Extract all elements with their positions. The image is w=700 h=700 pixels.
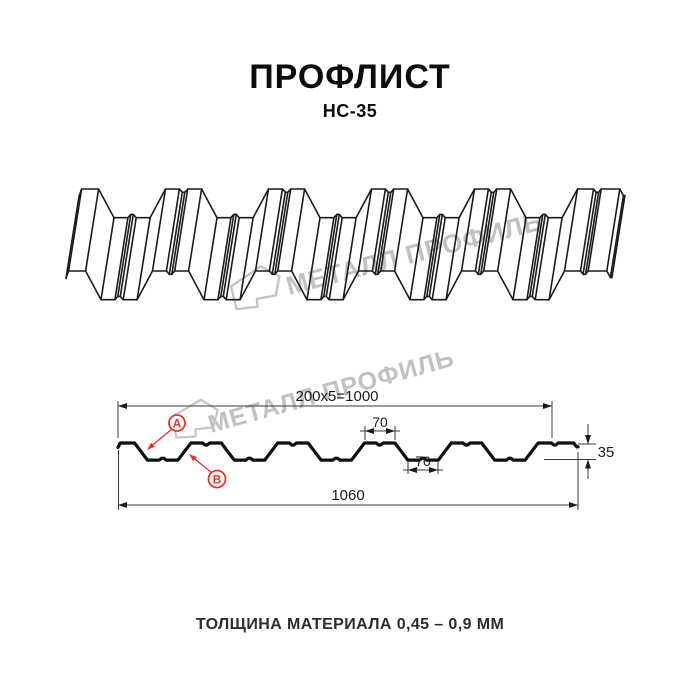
- dim-top-flange-label: 70: [372, 414, 388, 430]
- dimension-labels: 200x5=1000 70 70 1060 35: [296, 388, 615, 504]
- dimension-lines: [117, 401, 596, 510]
- profile-code: НС-35: [322, 101, 378, 121]
- page-title: ПРОФЛИСТ: [249, 58, 451, 96]
- label-b: B: [213, 473, 222, 487]
- cross-section-drawing: [116, 441, 580, 462]
- dim-bottom-flange-label: 70: [415, 453, 431, 469]
- dim-module-label: 200x5=1000: [296, 388, 379, 405]
- label-b-circle: [207, 469, 227, 489]
- label-a: A: [173, 417, 182, 431]
- thickness-note: ТОЛЩИНА МАТЕРИАЛА 0,45 – 0,9 ММ: [195, 616, 505, 633]
- sheet-3d-drawing: [65, 188, 626, 301]
- label-a-circle: [168, 414, 186, 432]
- dim-overall-width-label: 1060: [331, 487, 364, 504]
- dim-height-label: 35: [598, 444, 615, 461]
- callouts: A B: [145, 414, 227, 489]
